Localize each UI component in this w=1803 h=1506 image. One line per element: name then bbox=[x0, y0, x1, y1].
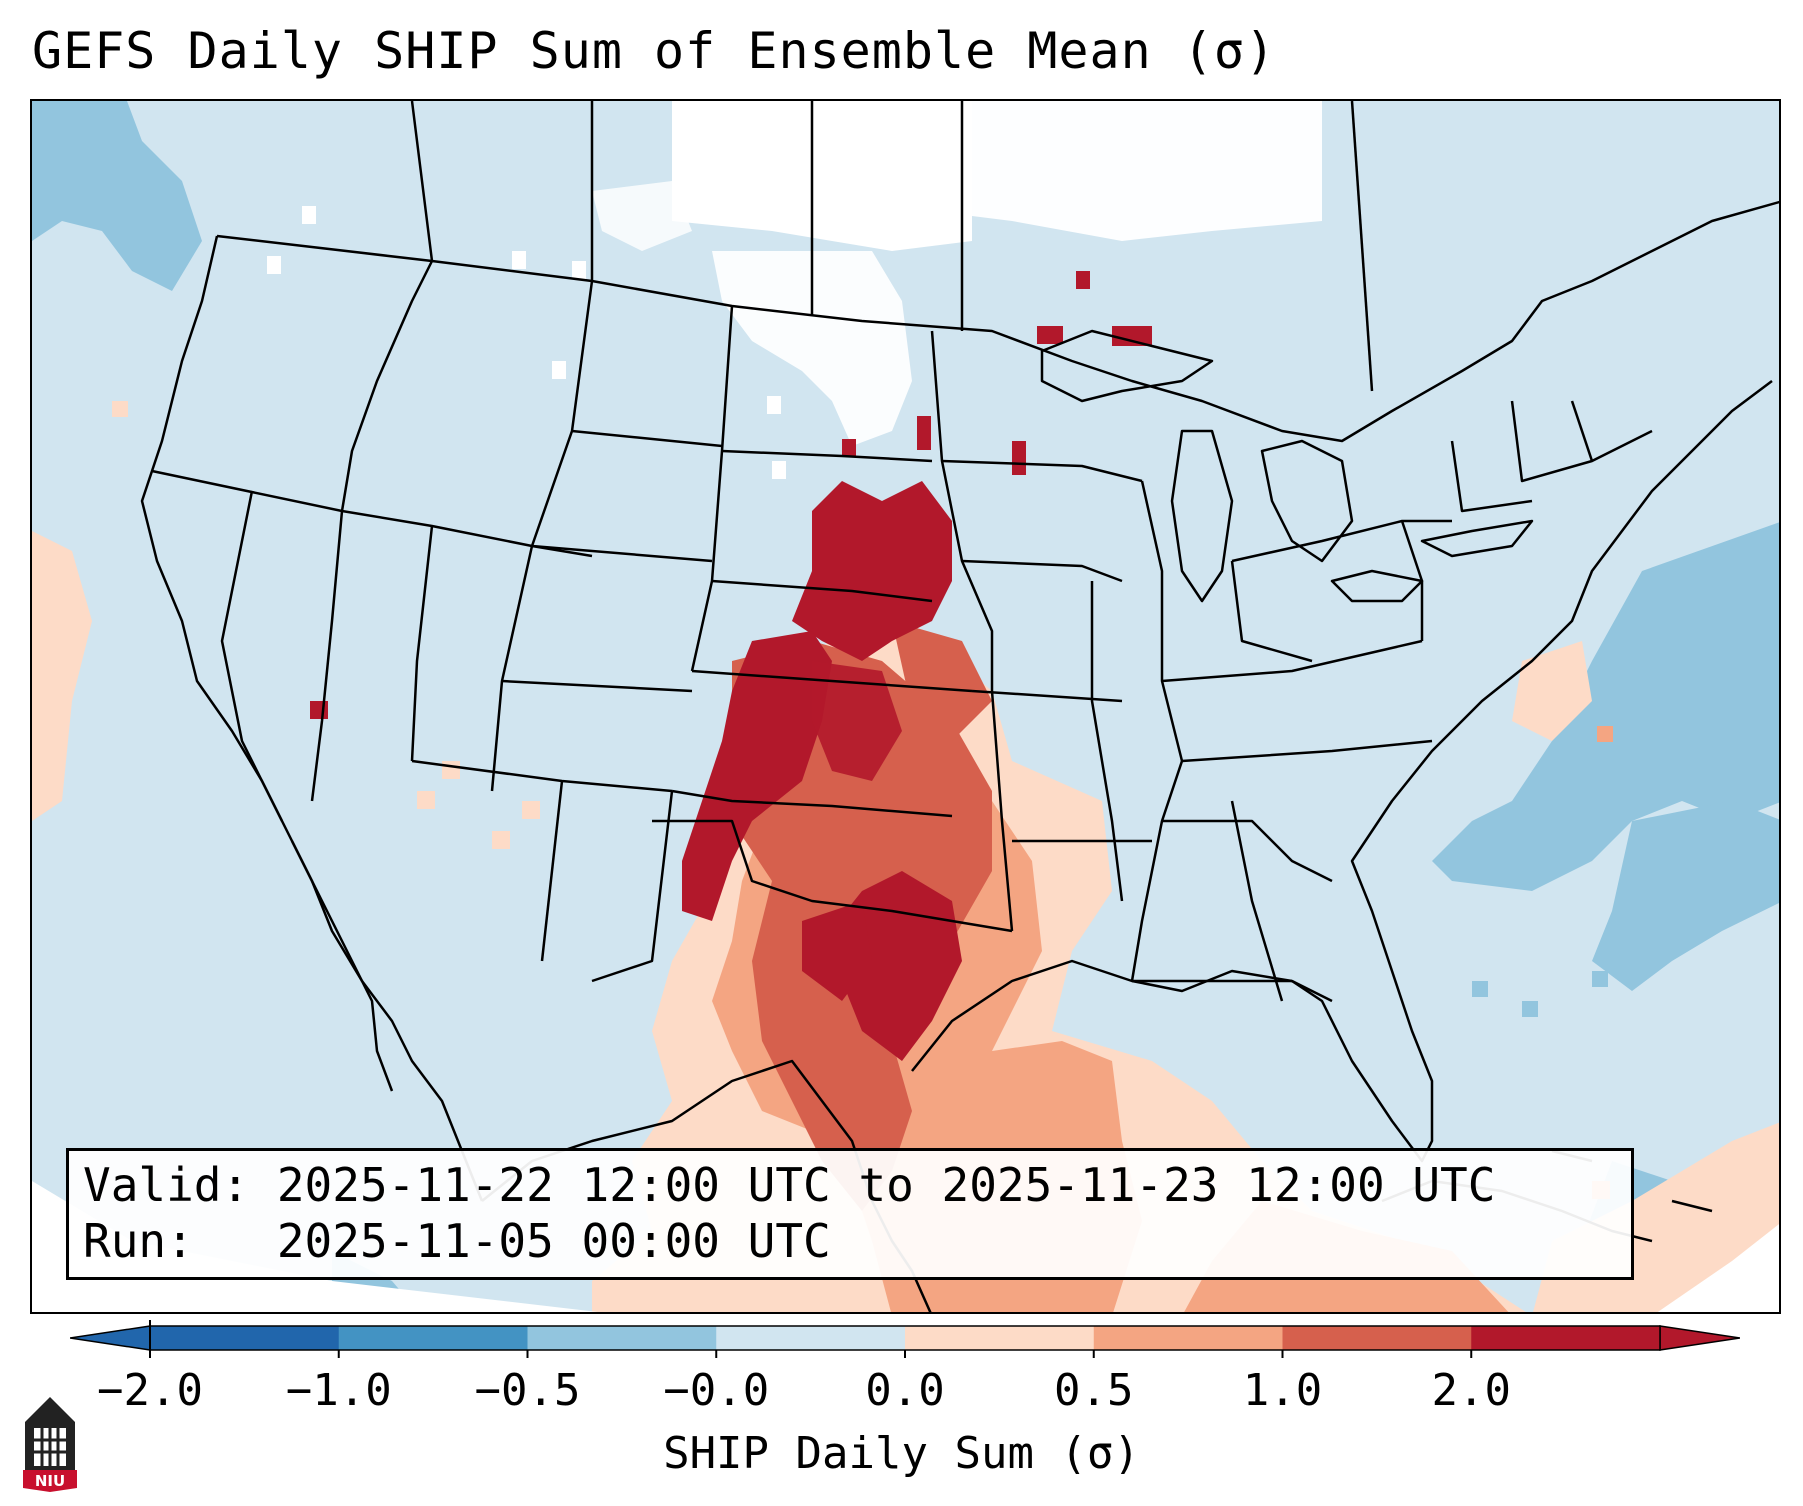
colorbar-extend-high bbox=[1659, 1325, 1740, 1351]
colorbar-segment bbox=[338, 1326, 528, 1350]
colorbar-label: SHIP Daily Sum (σ) bbox=[663, 1428, 1140, 1479]
colorbar-tick-label: −2.0 bbox=[97, 1365, 203, 1416]
colorbar-tick-label: −1.0 bbox=[285, 1365, 392, 1416]
map-title: GEFS Daily SHIP Sum of Ensemble Mean (σ) bbox=[32, 22, 1277, 80]
map-panel[interactable] bbox=[30, 99, 1781, 1314]
colorbar-tick-label: −0.5 bbox=[474, 1365, 581, 1416]
colorbar-tick-label: 1.0 bbox=[1242, 1365, 1323, 1416]
colorbar-segment bbox=[1471, 1326, 1661, 1350]
colorbar-extend-low bbox=[70, 1325, 151, 1351]
colorbar-tick-label: 0.0 bbox=[865, 1365, 945, 1416]
colorbar-segments bbox=[70, 1325, 1740, 1351]
projection-edge-right bbox=[1657, 1224, 1779, 1312]
neutral-zone-north bbox=[267, 101, 1322, 479]
niu-logo-text: NIU bbox=[35, 1472, 65, 1490]
colorbar-segment bbox=[527, 1326, 717, 1350]
map-canvas bbox=[32, 101, 1779, 1312]
colorbar-segment bbox=[905, 1326, 1095, 1350]
colorbar-tick-label: 0.5 bbox=[1054, 1365, 1134, 1416]
colorbar-segment bbox=[1282, 1326, 1472, 1350]
extreme-positive-anomaly-zones bbox=[310, 271, 1152, 1061]
niu-logo: NIU bbox=[23, 1397, 77, 1492]
colorbar-tick-label: 2.0 bbox=[1431, 1365, 1511, 1416]
map-boundaries bbox=[140, 101, 1779, 1312]
colorbar-segment bbox=[150, 1326, 340, 1350]
colorbar bbox=[70, 1320, 1740, 1358]
colorbar-segment bbox=[1093, 1326, 1283, 1350]
valid-time-text: Valid: 2025-11-22 12:00 UTC to 2025-11-2… bbox=[83, 1158, 1496, 1212]
valid-run-info-box: Valid: 2025-11-22 12:00 UTC to 2025-11-2… bbox=[66, 1148, 1634, 1280]
colorbar-segment bbox=[716, 1326, 906, 1350]
colorbar-tick-label: −0.0 bbox=[663, 1365, 770, 1416]
run-time-text: Run: 2025-11-05 00:00 UTC bbox=[83, 1214, 831, 1268]
